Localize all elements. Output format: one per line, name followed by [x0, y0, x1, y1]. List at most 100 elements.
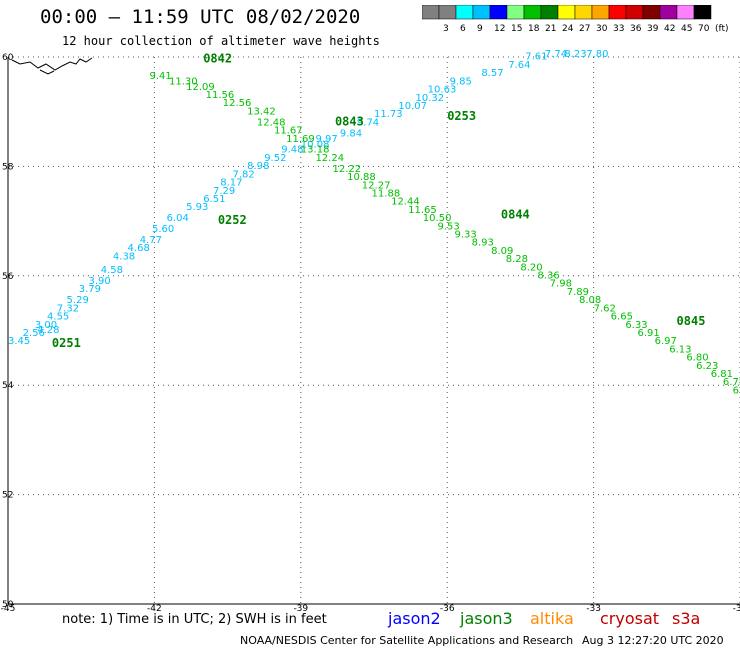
wave-height-label: 4.68 — [128, 243, 150, 254]
time-label: 0252 — [218, 213, 247, 227]
wave-height-label: 9.41 — [150, 71, 172, 82]
wave-height-label: 8.98 — [247, 161, 269, 172]
wave-height-label: 6.75 — [723, 377, 740, 388]
wave-height-label: 5.29 — [67, 295, 89, 306]
footer-credit: NOAA/NESDIS Center for Satellite Applica… — [240, 634, 574, 647]
plot-frame — [7, 57, 740, 605]
x-tick-label: -33 — [586, 604, 601, 614]
wave-height-label: 11.88 — [372, 188, 401, 199]
legend-level-label: 24 — [562, 24, 574, 34]
time-labels: 0842 0843 0844 0845 0251 0252 0253 — [52, 51, 706, 349]
wave-height-label: 9.85 — [450, 76, 472, 87]
satellite-altika-label: altika — [530, 609, 574, 628]
wave-height-label: 11.67 — [274, 126, 303, 137]
wave-height-label: 9.84 — [340, 128, 362, 139]
wave-height-label: 10.08 — [301, 139, 330, 150]
wave-height-label: 2.56 — [23, 328, 45, 339]
wave-height-label: 8.28 — [506, 254, 528, 265]
y-tick-label: 56 — [2, 272, 14, 282]
legend-swatch — [693, 5, 712, 20]
wave-height-label: 10.50 — [423, 213, 452, 224]
legend-level-label: 3 — [443, 24, 449, 34]
coastline-path — [39, 69, 55, 75]
legend-level-label: 70 — [698, 24, 710, 34]
wave-height-label: 6.23 — [696, 361, 718, 372]
legend-level-label: 33 — [613, 24, 624, 34]
wave-height-label: 12.48 — [257, 117, 286, 128]
coastline-path — [11, 57, 93, 71]
wave-height-label: 3.00 — [35, 320, 57, 331]
time-label: 0253 — [447, 109, 476, 123]
y-tick-label: 50 — [2, 600, 14, 610]
wave-height-label: 6.13 — [669, 344, 691, 355]
wave-height-label: 4.55 — [47, 312, 69, 323]
wave-height-label: 7.29 — [213, 186, 235, 197]
wave-height-label: 8.20 — [520, 262, 542, 273]
wave-height-label: 11.56 — [206, 90, 235, 101]
wave-height-label: 4.58 — [101, 265, 123, 276]
wave-height-label: 9.52 — [264, 153, 286, 164]
wave-height-label: 9.97 — [315, 134, 337, 145]
time-label: 0845 — [677, 314, 706, 328]
coastline-shape — [11, 57, 93, 75]
wave-height-label: 9.74 — [357, 117, 379, 128]
satellite-cryosat-label: cryosat — [600, 609, 660, 628]
wave-height-label: 13.18 — [301, 145, 330, 156]
x-tick-label: -36 — [440, 604, 455, 614]
wave-height-label: 8.93 — [472, 238, 494, 249]
wave-height-label: 7.98 — [550, 279, 572, 290]
wave-height-label: 6.97 — [655, 336, 677, 347]
wave-height-label: 8.36 — [537, 271, 559, 282]
satellite-s3a-label: s3a — [672, 609, 701, 628]
wave-height-label: 10.63 — [428, 85, 457, 96]
wave-height-label: 3.45 — [8, 336, 30, 347]
wave-height-label: 8.57 — [481, 68, 503, 79]
legend-level-label: 27 — [579, 24, 590, 34]
legend-level-label: 6 — [460, 24, 466, 34]
legend-level-label: 39 — [647, 24, 659, 34]
time-label: 0842 — [203, 51, 232, 65]
wave-height-label: 10.07 — [398, 101, 427, 112]
wave-height-label: 10.88 — [347, 172, 376, 183]
wave-height-label: 7.82 — [232, 169, 254, 180]
wave-height-label: 6.67 — [733, 385, 740, 396]
wave-height-label: 10.32 — [415, 93, 444, 104]
wave-height-label: 12.24 — [315, 153, 344, 164]
legend-level-label: 45 — [681, 24, 692, 34]
wave-height-label: 13.42 — [247, 106, 276, 117]
wave-height-label: 7.61 — [525, 52, 547, 63]
wave-height-label: 8.09 — [491, 246, 513, 257]
y-tick-label: 52 — [2, 491, 13, 501]
satellite-jason2-label: jason2 — [388, 609, 441, 628]
wave-height-label: 7.62 — [594, 303, 616, 314]
wave-height-label: 7.32 — [57, 303, 79, 314]
wave-height-label: 6.91 — [638, 328, 660, 339]
wave-height-label: 6.65 — [611, 312, 633, 323]
satellite-jason3-label: jason3 — [460, 609, 513, 628]
wave-height-label: 11.69 — [286, 134, 315, 145]
wave-height-label: 11.65 — [408, 205, 437, 216]
legend-level-label: 18 — [528, 24, 540, 34]
wave-height-label: 6.33 — [625, 320, 647, 331]
wave-height-label: 7.74 — [545, 49, 567, 60]
footer-generated-time: Aug 3 12:27:20 UTC 2020 — [582, 634, 724, 647]
wave-height-label: 7.80 — [586, 49, 608, 60]
wave-height-label: 6.80 — [686, 353, 708, 364]
wave-height-label: 7.89 — [567, 287, 589, 298]
time-label: 0844 — [501, 207, 530, 221]
wave-height-label: 12.27 — [362, 180, 391, 191]
wave-height-label: 4.77 — [140, 235, 162, 246]
y-tick-label: 58 — [2, 162, 14, 172]
wave-height-label: 11.73 — [374, 109, 403, 120]
wave-height-label: 6.04 — [167, 213, 189, 224]
x-tick-label: -45 — [1, 604, 16, 614]
wave-height-label: 4.28 — [37, 325, 59, 336]
wave-height-label: 3.79 — [79, 284, 101, 295]
chart-axes: -45 -42 -39 -36 -33 -30 50 52 54 56 58 60 — [1, 53, 740, 614]
legend-level-label: 9 — [477, 24, 483, 34]
legend-level-label: 30 — [596, 24, 608, 34]
wave-height-label: 4.38 — [113, 251, 135, 262]
wave-height-label: 8.23 — [564, 49, 586, 60]
time-label: 0843 — [335, 114, 364, 128]
